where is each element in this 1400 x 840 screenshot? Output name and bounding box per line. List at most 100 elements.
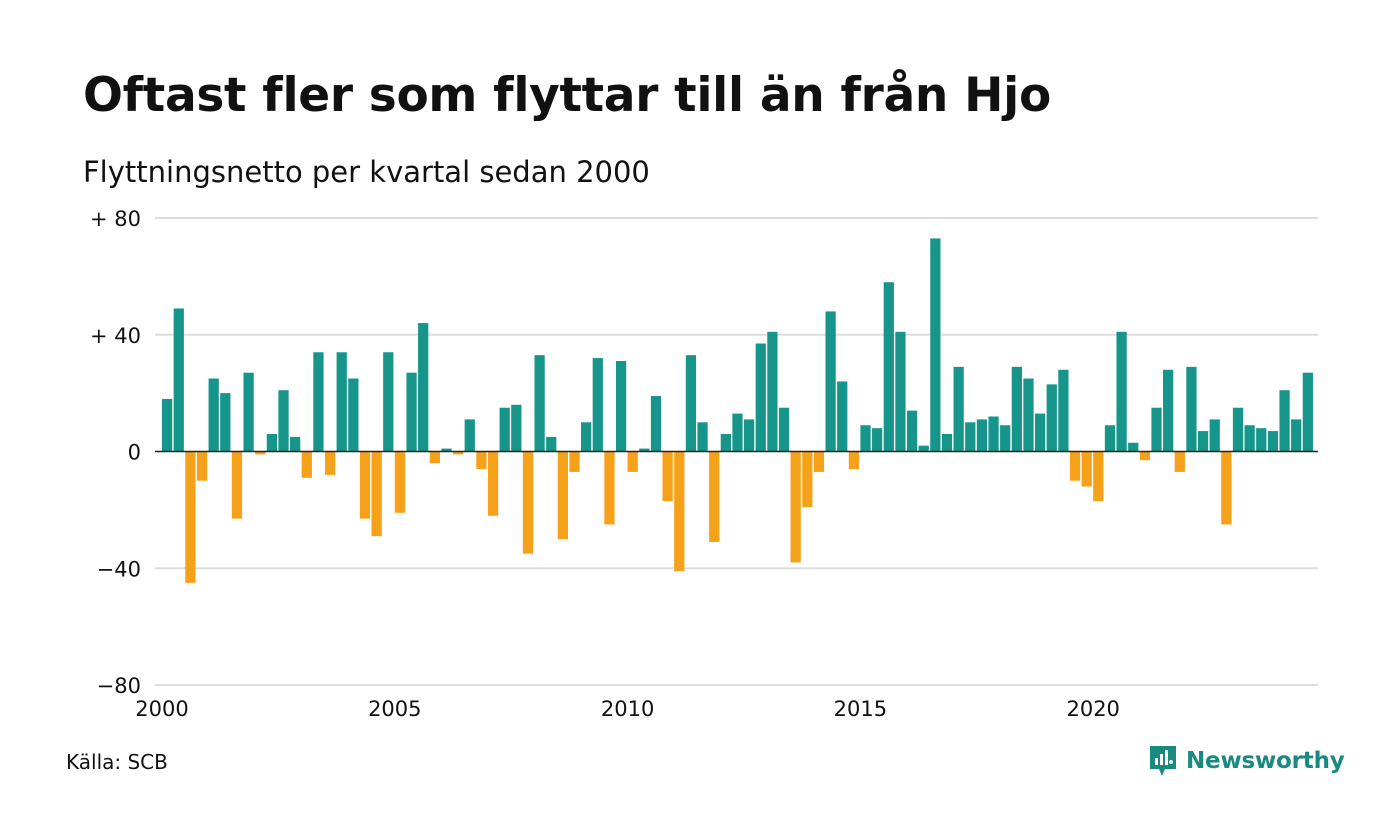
- bar: [639, 448, 650, 452]
- x-tick-label: 2020: [1066, 697, 1119, 721]
- bar: [162, 398, 173, 452]
- bar: [476, 451, 487, 470]
- bar: [1174, 451, 1185, 472]
- bar: [441, 448, 452, 452]
- bar: [511, 404, 522, 452]
- chart-subtitle: Flyttningsnetto per kvartal sedan 2000: [83, 155, 650, 189]
- y-axis-labels: + 80 + 40 0 −40 −80: [90, 207, 141, 698]
- y-tick-label: −40: [97, 557, 141, 581]
- bar: [1011, 366, 1022, 452]
- bar: [918, 445, 929, 452]
- bar: [1279, 390, 1290, 452]
- bar: [755, 343, 766, 452]
- bar: [1197, 431, 1209, 452]
- bar: [592, 358, 603, 452]
- bar: [534, 355, 545, 452]
- bar: [1058, 369, 1069, 452]
- bar: [1209, 419, 1220, 452]
- bar: [406, 372, 417, 452]
- bar: [1186, 366, 1197, 452]
- bar: [278, 390, 289, 452]
- bar: [1221, 451, 1232, 525]
- bar: [301, 451, 312, 478]
- bar: [196, 451, 208, 481]
- bar: [837, 381, 848, 452]
- bar: [860, 425, 871, 452]
- bar: [988, 416, 999, 452]
- x-tick-label: 2010: [601, 697, 654, 721]
- y-tick-label: + 40: [90, 324, 141, 348]
- y-tick-label: 0: [128, 441, 141, 465]
- bar: [720, 433, 731, 452]
- bar: [604, 451, 615, 525]
- bar: [1069, 451, 1081, 481]
- bar: [1302, 372, 1313, 452]
- bar: [453, 451, 464, 455]
- bar: [383, 352, 394, 452]
- bar: [1291, 419, 1302, 452]
- bar: [324, 451, 336, 475]
- bar: [557, 451, 568, 540]
- bar: [1139, 451, 1150, 461]
- bar: [185, 451, 196, 583]
- bar: [1163, 369, 1174, 452]
- bar: [348, 378, 359, 452]
- bar: [674, 451, 685, 572]
- bar: [243, 372, 254, 452]
- bar: [290, 436, 301, 452]
- bar: [255, 451, 266, 455]
- bar: [336, 352, 347, 452]
- bar: [825, 311, 836, 452]
- bar: [1232, 407, 1244, 452]
- bar: [790, 451, 801, 563]
- bar: [1267, 431, 1279, 452]
- x-axis-labels: 2000 2005 2010 2015 2020: [135, 697, 1120, 721]
- bar: [418, 323, 429, 452]
- bar: [709, 451, 720, 542]
- bar: [1256, 428, 1267, 452]
- bar: [976, 419, 988, 452]
- bar: [697, 422, 708, 452]
- bar: [930, 238, 941, 452]
- bar: [848, 451, 859, 470]
- x-tick-label: 2015: [834, 697, 887, 721]
- bar: [173, 308, 184, 452]
- bar: [627, 451, 638, 472]
- bar: [313, 352, 324, 452]
- bar: [208, 378, 219, 452]
- bar: [872, 428, 883, 452]
- source-note: Källa: SCB: [66, 750, 168, 774]
- bar: [1093, 451, 1104, 502]
- bar: [1035, 413, 1046, 452]
- y-tick-label: −80: [97, 674, 141, 698]
- bar: [883, 282, 894, 452]
- x-tick-label: 2005: [368, 697, 421, 721]
- bar: [231, 451, 243, 519]
- bar: [487, 451, 499, 516]
- bar: [569, 451, 580, 472]
- bar: [767, 331, 778, 452]
- bar: [1244, 425, 1255, 452]
- bar: [429, 451, 440, 464]
- brand-name: Newsworthy: [1186, 748, 1345, 774]
- bar: [744, 419, 755, 452]
- brand-logo: Newsworthy: [1148, 744, 1345, 778]
- bar: [359, 451, 371, 519]
- bar: [953, 366, 964, 452]
- bar: [650, 396, 662, 452]
- bar: [662, 451, 673, 502]
- bar: [732, 413, 743, 452]
- bar: [371, 451, 382, 537]
- bar: [778, 407, 790, 452]
- newsworthy-logo-icon: [1150, 746, 1176, 776]
- bar: [394, 451, 406, 513]
- bar: [1023, 378, 1034, 452]
- bar: [685, 355, 697, 452]
- bars: [162, 238, 1313, 583]
- bar: [1116, 331, 1127, 452]
- bar: [1000, 425, 1011, 452]
- bar: [895, 331, 906, 452]
- bar: [1046, 384, 1057, 452]
- bar: [941, 433, 953, 452]
